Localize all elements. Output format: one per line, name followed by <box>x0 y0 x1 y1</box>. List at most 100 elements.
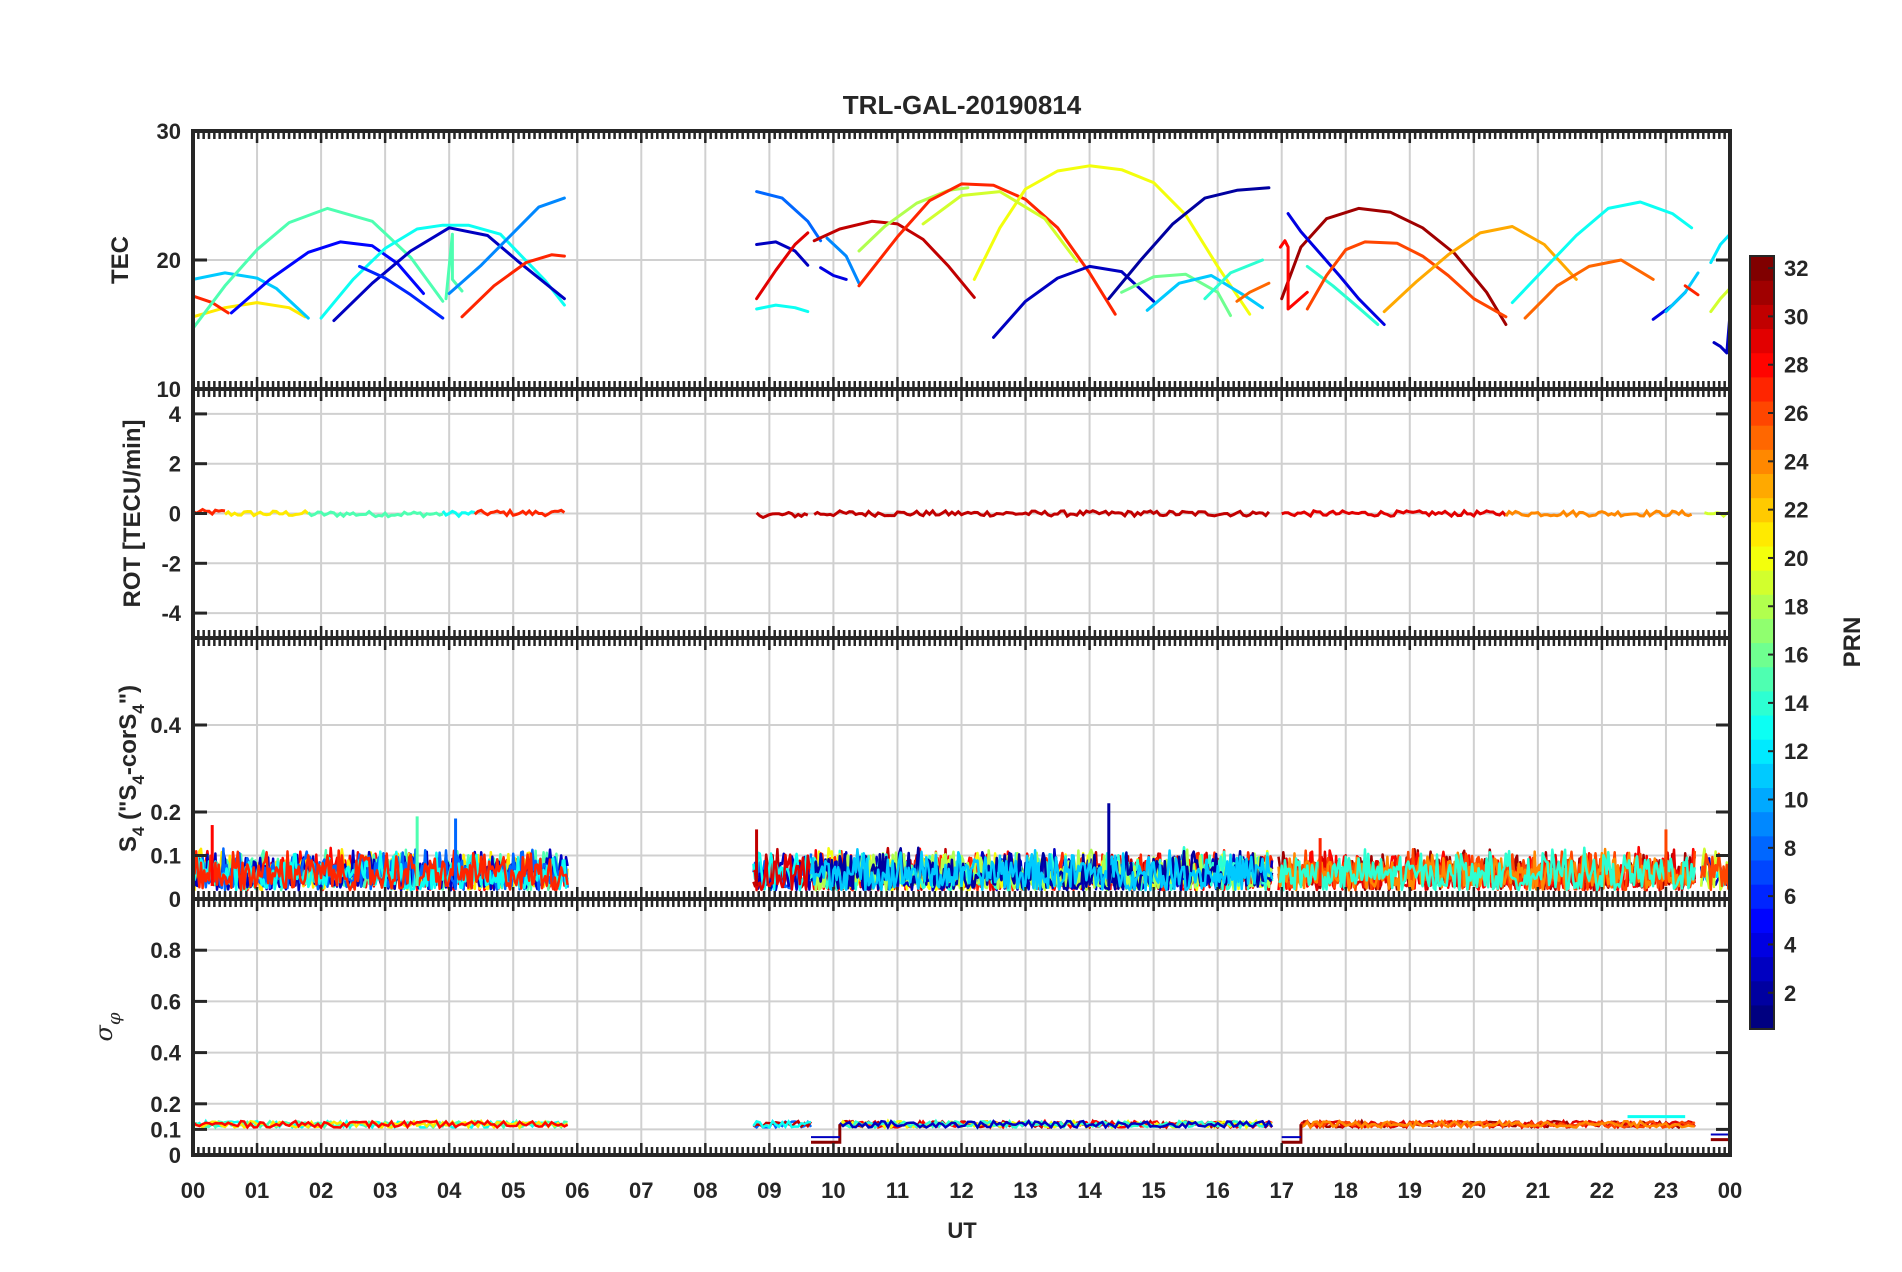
sigma-series-prn-28 <box>193 1119 569 1130</box>
colorbar-tick-label: 8 <box>1784 836 1796 861</box>
tec-ytick-label: 20 <box>157 248 181 273</box>
colorbar-tick-label: 22 <box>1784 498 1808 523</box>
colorbar-tick-label: 2 <box>1784 981 1796 1006</box>
colorbar-swatch <box>1750 859 1774 885</box>
tec-ytick-label: 10 <box>157 377 181 402</box>
sigma-dip <box>1710 1124 1730 1142</box>
tec-series-prn-25 <box>1235 281 1271 303</box>
tec-series-prn-3 <box>332 226 566 323</box>
tec-series-prn-11 <box>1664 271 1700 314</box>
x-tick-label: 08 <box>693 1178 717 1203</box>
x-tick-label: 21 <box>1526 1178 1550 1203</box>
sigma-series-prn-13 <box>752 1119 812 1130</box>
colorbar-swatch <box>1750 763 1774 789</box>
colorbar-tick-label: 26 <box>1784 401 1808 426</box>
colorbar-tick-label: 12 <box>1784 739 1808 764</box>
colorbar-swatch <box>1750 570 1774 595</box>
tec-series-prn-15 <box>193 206 445 330</box>
x-tick-label: 10 <box>821 1178 845 1203</box>
rot-ytick-label: 2 <box>169 452 181 477</box>
colorbar-swatch <box>1750 376 1774 402</box>
sigma_phi-panel: 00.10.2 0.4 0.6 0.8 σφ <box>90 897 1732 1168</box>
colorbar-tick-label: 18 <box>1784 594 1808 619</box>
tec-series-prn-30 <box>812 219 976 299</box>
tec-series-prn-6 <box>358 264 445 320</box>
colorbar-swatch <box>1750 956 1774 982</box>
tec-series-prn-5 <box>229 240 425 315</box>
tec-data <box>193 164 1730 355</box>
tec-series-prn-21 <box>193 301 307 319</box>
tec-series-prn-13 <box>755 303 810 314</box>
rot-ytick-label: -4 <box>161 601 181 626</box>
colorbar-swatch <box>1750 473 1774 499</box>
x-tick-label: 00 <box>181 1178 205 1203</box>
tec-series-prn-13 <box>1510 200 1694 305</box>
s4-panel: 0 0.1 0.2 0.4S4 ("S4-corS4") <box>115 636 1732 912</box>
x-tick-label: 02 <box>309 1178 333 1203</box>
tec-series-prn-8 <box>755 190 823 243</box>
x-tick-label: 22 <box>1590 1178 1614 1203</box>
tec-series-prn-3 <box>755 240 810 267</box>
sigma_phi-ytick-label: 0.4 <box>150 1041 181 1066</box>
colorbar-swatch <box>1750 618 1774 644</box>
s4-data <box>193 803 1730 892</box>
x-tick-label: 23 <box>1654 1178 1678 1203</box>
x-tick-label: 17 <box>1269 1178 1293 1203</box>
tec-series-prn-14 <box>1305 264 1380 326</box>
tec-series-prn-14 <box>1203 258 1264 301</box>
s4-series-prn-26 <box>1699 852 1730 892</box>
colorbar-swatch <box>1750 714 1774 740</box>
sigma_phi-ytick-label: 0.1 <box>150 1117 181 1142</box>
tec-series-prn-26 <box>1305 240 1508 319</box>
rot-series-prn-30 <box>755 510 809 520</box>
rot-series-prn-24 <box>1504 508 1693 519</box>
colorbar-swatch <box>1750 328 1774 354</box>
sigma_phi-ytick-label: 0 <box>169 1143 181 1168</box>
tec-series-prn-25 <box>1523 258 1655 320</box>
colorbar-tick-label: 28 <box>1784 353 1808 378</box>
x-tick-label: 11 <box>886 1178 909 1203</box>
x-tick-label: 06 <box>565 1178 589 1203</box>
rot-series-prn-29 <box>1281 508 1508 519</box>
sigma-series-prn-14 <box>839 1118 1273 1130</box>
tec-panel: 10 20 30 TEC <box>107 119 1732 402</box>
x-tick-label: 14 <box>1077 1178 1102 1203</box>
tec-series-prn-9 <box>825 236 861 285</box>
rot-ytick-label: -2 <box>161 551 181 576</box>
rot-ylabel: ROT [TECU/min] <box>119 420 146 608</box>
tec-series-prn-27 <box>460 253 566 319</box>
s4-series-prn-27 <box>193 849 569 892</box>
tec-series-prn-11 <box>1145 274 1264 312</box>
colorbar-label: PRN <box>1839 617 1866 668</box>
tec-series-prn-16 <box>1120 272 1232 317</box>
x-tick-label: 15 <box>1141 1178 1165 1203</box>
x-tick-label: 07 <box>629 1178 653 1203</box>
colorbar-swatch <box>1750 425 1774 450</box>
sigma-series-prn-3 <box>838 1118 1274 1130</box>
s4-series-prn-29 <box>752 853 813 892</box>
rot-series-prn-27 <box>473 507 566 518</box>
rot-series-prn-30 <box>813 508 1271 519</box>
s4-series-prn-11 <box>809 847 1274 892</box>
tec-series-prn-19 <box>921 190 1079 263</box>
rot-ytick-label: 4 <box>169 402 182 427</box>
colorbar-tick-label: 6 <box>1784 884 1796 909</box>
colorbar-swatch <box>1750 280 1774 305</box>
tec-series-prn-23 <box>1382 225 1578 314</box>
x-tick-label: 09 <box>757 1178 781 1203</box>
tec-ytick-label: 30 <box>157 119 181 144</box>
sigma-dip <box>811 1124 842 1144</box>
x-tick-label: 01 <box>245 1178 269 1203</box>
s4-ytick-label: 0 <box>169 887 181 912</box>
rot-panel: -4 -2 0 2 4 ROT [TECU/min] <box>119 387 1732 640</box>
x-tick-label: 16 <box>1205 1178 1229 1203</box>
rot-ytick-label: 0 <box>169 502 181 527</box>
tec-series-prn-29 <box>755 231 810 301</box>
s4-series-prn-14 <box>1277 846 1697 892</box>
tec-series-prn-28 <box>1278 239 1309 311</box>
sigma_phi-ytick-label: 0.2 <box>150 1092 181 1117</box>
s4-ytick-label: 0.4 <box>150 713 181 738</box>
